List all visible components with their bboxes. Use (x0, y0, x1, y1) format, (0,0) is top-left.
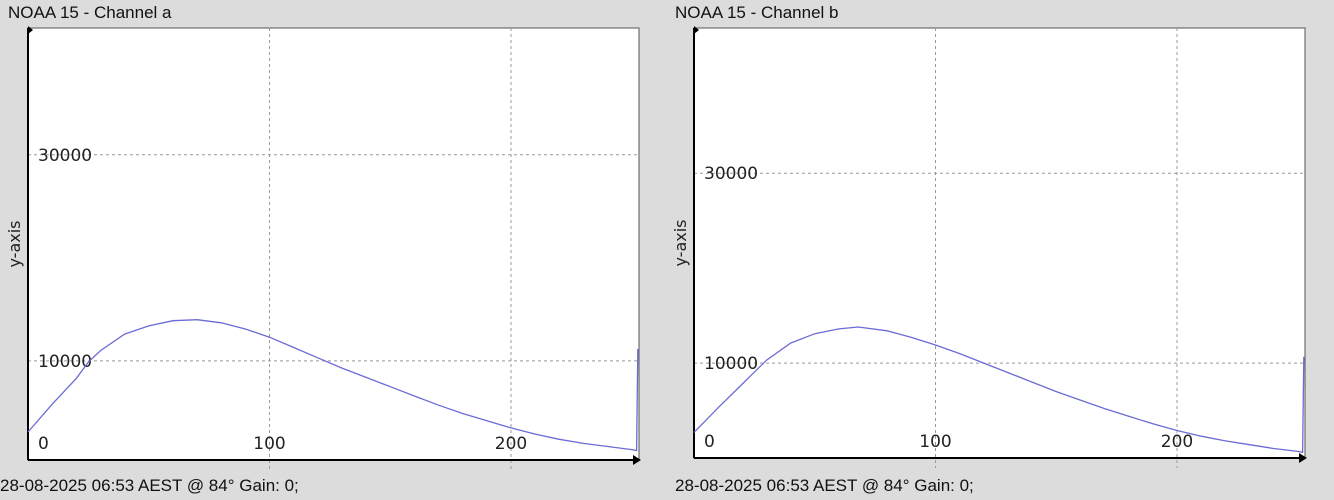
y-axis-label: y-axis (5, 220, 24, 267)
chart-b: 0 100 200 10000 30000 y-axis (671, 26, 1307, 468)
x-tick-label: 0 (38, 434, 49, 454)
y-axis-arrow (28, 26, 33, 34)
series-line (27, 319, 639, 452)
series-line (693, 326, 1305, 454)
x-tick-label: 200 (495, 434, 527, 454)
chart-title: NOAA 15 - Channel a (8, 3, 172, 22)
chart-footer: 28-08-2025 06:53 AEST @ 84° Gain: 0; (0, 476, 299, 495)
x-tick-label: 100 (919, 432, 951, 452)
x-tick-label: 100 (253, 434, 285, 454)
y-tick-label: 10000 (704, 354, 758, 374)
chart-panel-a: NOAA 15 - Channel a 0 100 200 10000 30000 y-a… (0, 0, 660, 500)
chart-a: 0 100 200 10000 30000 y-axis (5, 26, 641, 470)
y-tick-label: 10000 (38, 352, 92, 372)
x-axis-arrow (633, 455, 641, 465)
plot-area (27, 27, 640, 461)
y-tick-label: 30000 (38, 146, 92, 166)
x-tick-label: 200 (1161, 432, 1193, 452)
chart-panel-b: NOAA 15 - Channel b 0 100 200 10000 30000 y-a… (667, 0, 1327, 500)
y-axis-arrow (694, 26, 699, 34)
x-tick-label: 0 (704, 432, 715, 452)
chart-footer: 28-08-2025 06:53 AEST @ 84° Gain: 0; (675, 476, 974, 495)
chart-title: NOAA 15 - Channel b (675, 3, 839, 22)
y-tick-label: 30000 (704, 164, 758, 184)
y-axis-label: y-axis (671, 219, 690, 266)
x-axis-arrow (1299, 453, 1307, 463)
plot-area (693, 27, 1306, 459)
